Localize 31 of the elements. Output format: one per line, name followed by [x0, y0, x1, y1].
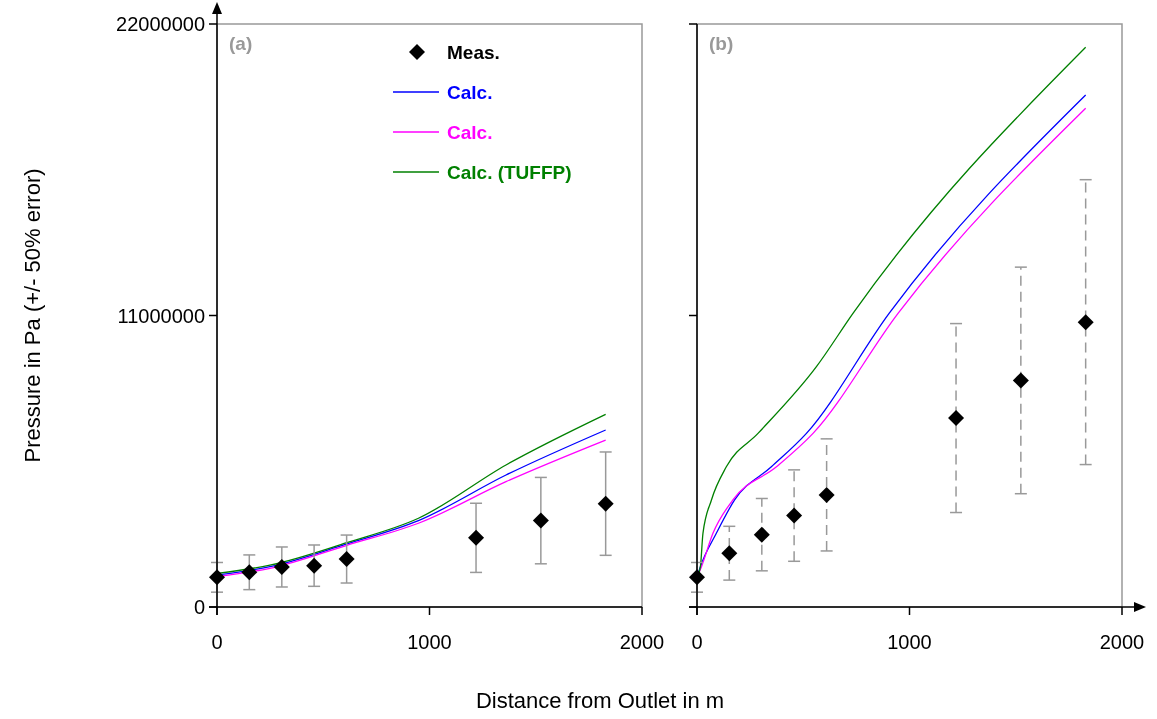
point [532, 512, 549, 529]
point [306, 557, 323, 574]
x-tick-label: 0 [691, 631, 703, 653]
x-tick-label: 0 [211, 631, 223, 653]
point [468, 529, 485, 546]
point [338, 551, 355, 568]
x-tick-label: 1000 [407, 631, 452, 653]
x-tick-label: 2000 [619, 631, 665, 653]
x-tick-label: 1000 [887, 631, 932, 653]
legend-label: Calc. (TUFFP) [447, 161, 572, 183]
point [786, 507, 803, 524]
point [948, 410, 965, 427]
point [241, 564, 258, 581]
x-axis-title: Distance from Outlet in m [475, 688, 725, 713]
legend-label: Calc. [447, 121, 493, 143]
point [753, 526, 770, 543]
annotation: (a) [229, 33, 253, 54]
point [818, 486, 835, 503]
annotation: (b) [709, 33, 734, 54]
point [721, 545, 738, 562]
legend-label: Meas. [447, 41, 500, 63]
y-axis-title: Pressure in Pa (+/- 50% error) [20, 168, 45, 463]
y-tick-label: 0 [193, 596, 205, 618]
point [273, 558, 290, 575]
y-tick-label: 22000000 [116, 13, 205, 35]
legend-label: Calc. [447, 81, 493, 103]
point [1012, 372, 1029, 389]
y-tick-label: 11000000 [117, 304, 205, 327]
x-tick-label: 2000 [1099, 631, 1145, 653]
point [597, 495, 614, 512]
point [1077, 314, 1094, 331]
